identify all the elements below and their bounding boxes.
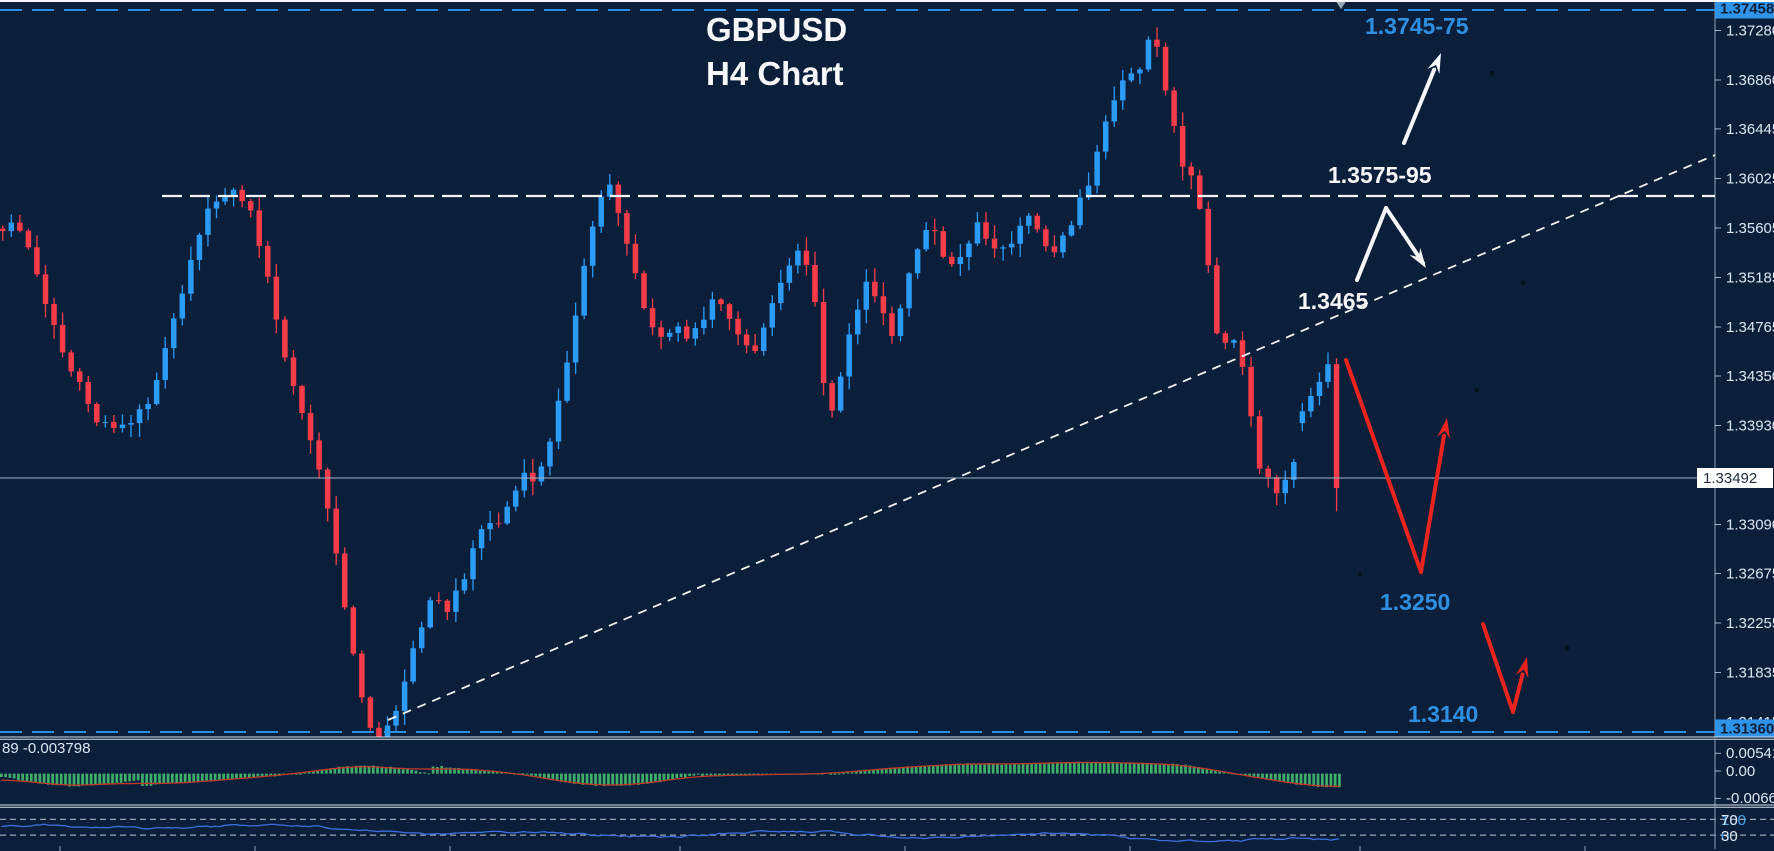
svg-text:1.31835: 1.31835 bbox=[1726, 665, 1774, 682]
svg-text:1.35605: 1.35605 bbox=[1726, 220, 1774, 237]
svg-text:1.33090: 1.33090 bbox=[1726, 517, 1774, 534]
svg-text:H4 Chart: H4 Chart bbox=[706, 55, 844, 92]
svg-text:1.3745-75: 1.3745-75 bbox=[1365, 13, 1469, 39]
svg-text:1.37458: 1.37458 bbox=[1720, 1, 1774, 18]
svg-text:89 -0.003798: 89 -0.003798 bbox=[2, 740, 90, 757]
svg-text:1.3465: 1.3465 bbox=[1298, 288, 1369, 314]
svg-text:30: 30 bbox=[1721, 828, 1738, 845]
svg-text:1.35185: 1.35185 bbox=[1726, 270, 1774, 287]
svg-text:1.3140: 1.3140 bbox=[1408, 701, 1478, 727]
svg-text:1.34765: 1.34765 bbox=[1726, 319, 1774, 336]
svg-text:1.32675: 1.32675 bbox=[1726, 566, 1774, 583]
svg-text:1.33930: 1.33930 bbox=[1726, 418, 1774, 435]
svg-text:1.36445: 1.36445 bbox=[1726, 121, 1774, 138]
svg-text:1.32255: 1.32255 bbox=[1726, 615, 1774, 632]
svg-text:1.36860: 1.36860 bbox=[1726, 72, 1774, 89]
svg-text:1.34350: 1.34350 bbox=[1726, 368, 1774, 385]
svg-text:0.005415: 0.005415 bbox=[1726, 745, 1774, 762]
svg-text:1.37280: 1.37280 bbox=[1726, 23, 1774, 40]
svg-text:1.3575-95: 1.3575-95 bbox=[1328, 162, 1432, 188]
svg-text:1.3250: 1.3250 bbox=[1380, 589, 1450, 615]
svg-text:1.31360: 1.31360 bbox=[1720, 721, 1774, 738]
svg-text:70: 70 bbox=[1721, 812, 1738, 829]
svg-text:0.00: 0.00 bbox=[1726, 763, 1755, 780]
svg-text:1.36025: 1.36025 bbox=[1726, 171, 1774, 188]
svg-text:GBPUSD: GBPUSD bbox=[706, 11, 847, 48]
svg-text:1.33492: 1.33492 bbox=[1703, 470, 1757, 487]
svg-text:-0.006611: -0.006611 bbox=[1726, 790, 1774, 807]
